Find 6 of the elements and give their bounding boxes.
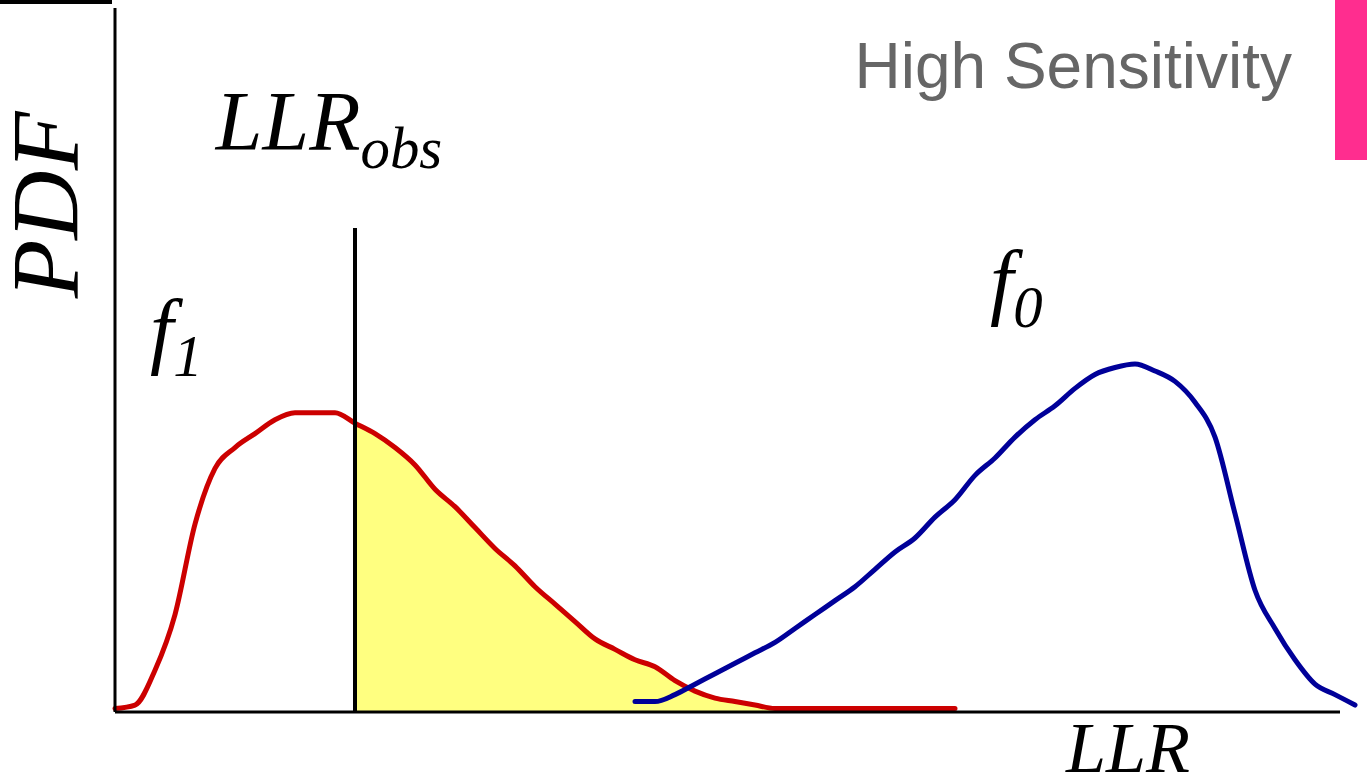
chart-title: High Sensitivity bbox=[854, 30, 1292, 102]
y-axis-title: PDF bbox=[0, 110, 99, 300]
series-label: f$_{1}$ bbox=[150, 282, 203, 390]
series-label: f$_{0}$ bbox=[990, 234, 1043, 341]
x-axis-title: LLR bbox=[1064, 708, 1191, 780]
text: LLR$_{obs}$ bbox=[214, 75, 443, 182]
